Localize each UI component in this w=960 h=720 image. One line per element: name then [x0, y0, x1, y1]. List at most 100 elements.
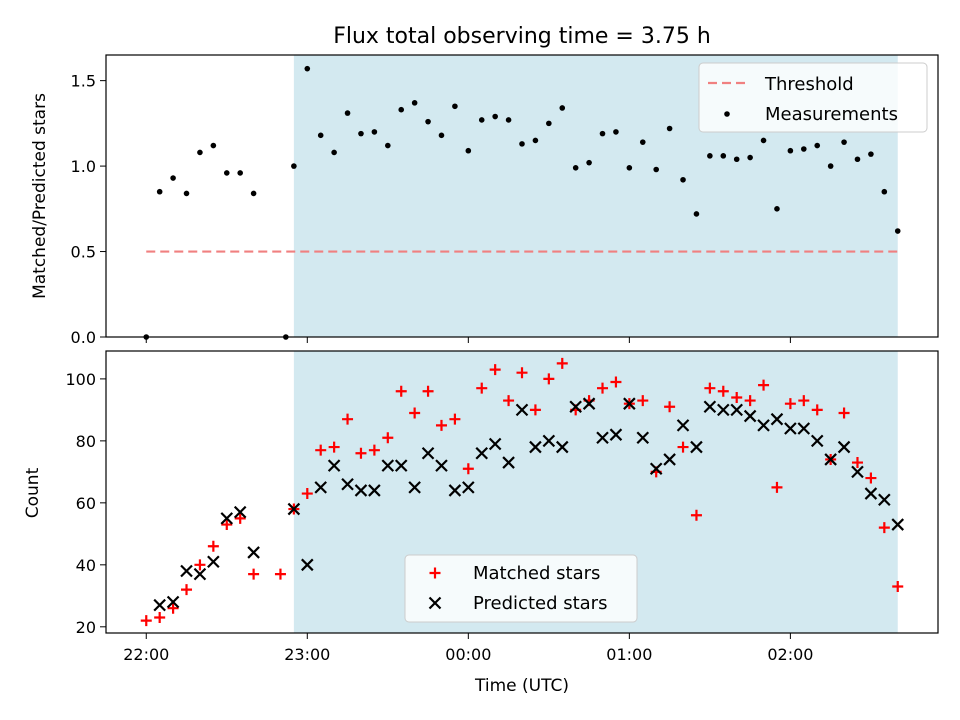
- predicted-point: [649, 462, 663, 476]
- measurement-point: [827, 163, 834, 169]
- measurement-point: [452, 103, 458, 110]
- bottom-legend: Matched stars Predicted stars: [404, 554, 638, 623]
- measurement-point: [868, 151, 874, 157]
- matched-point: [610, 376, 622, 388]
- matched-point: [784, 398, 796, 410]
- predicted-point: [502, 456, 515, 469]
- top-panel-ticks: 0.0 0.5 1.0 1.5: [71, 72, 791, 347]
- matched-point: [838, 407, 850, 419]
- predicted-point: [757, 419, 770, 432]
- predicted-point: [743, 409, 757, 423]
- top-legend: Threshold Measurements: [698, 62, 928, 133]
- top-y-axis-label: Matched/Predicted stars: [30, 93, 50, 299]
- predicted-point: [153, 598, 166, 612]
- matched-point: [637, 395, 649, 407]
- predicted-point: [368, 484, 381, 497]
- matched-point: [597, 382, 609, 394]
- predicted-point: [327, 459, 341, 472]
- predicted-point: [542, 434, 556, 448]
- matched-point: [731, 391, 743, 403]
- measurement-point: [894, 228, 901, 234]
- measurement-point: [854, 156, 861, 163]
- matched-point: [422, 385, 434, 397]
- measurement-point: [814, 142, 821, 149]
- measurement-point: [344, 110, 351, 116]
- matched-point: [449, 413, 461, 425]
- predicted-point: [233, 505, 247, 519]
- x-tick-label: 22:00: [123, 645, 169, 664]
- bottom-panel-points: [140, 357, 905, 627]
- matched-point: [664, 401, 676, 413]
- matched-point: [342, 413, 354, 425]
- measurement-point: [787, 147, 794, 154]
- x-tick-label: 01:00: [606, 645, 652, 664]
- matched-point: [543, 373, 555, 385]
- measurement-point: [680, 176, 686, 183]
- measurement-point: [465, 147, 472, 154]
- measurement-point: [546, 120, 552, 127]
- measurement-point: [197, 149, 203, 156]
- measurement-point: [210, 142, 217, 149]
- measurement-point: [774, 206, 780, 212]
- x-tick-label: 23:00: [284, 645, 330, 664]
- matched-point: [409, 407, 421, 419]
- matched-point: [798, 395, 810, 407]
- predicted-point: [247, 546, 260, 559]
- predicted-point: [851, 465, 864, 479]
- measurement-point: [760, 137, 767, 144]
- measurement-point: [478, 117, 485, 123]
- measurement-point: [666, 125, 673, 132]
- matched-point: [516, 367, 528, 379]
- matched-point: [315, 444, 327, 456]
- matched-legend-label: Matched stars: [473, 563, 600, 584]
- measurement-point: [411, 100, 418, 106]
- matched-point: [207, 540, 219, 552]
- predicted-point: [475, 446, 489, 460]
- threshold-legend-label: Threshold: [764, 74, 854, 95]
- measurement-point: [693, 211, 700, 217]
- measurement-point: [371, 129, 378, 135]
- predicted-point: [408, 481, 421, 494]
- predicted-point: [784, 422, 797, 435]
- matched-point: [878, 522, 890, 534]
- measurement-point: [532, 137, 539, 144]
- bottom-legend-box: [404, 554, 638, 623]
- predicted-point: [810, 434, 824, 448]
- measurement-point: [156, 188, 163, 195]
- predicted-point: [529, 440, 542, 454]
- measurement-point: [183, 190, 190, 197]
- predicted-point: [354, 484, 368, 497]
- predicted-point: [555, 440, 569, 454]
- matched-point: [704, 382, 716, 394]
- measurement-point: [801, 146, 807, 152]
- predicted-point: [287, 502, 301, 516]
- predicted-point: [193, 567, 207, 581]
- measurement-point: [653, 166, 659, 173]
- matched-point: [851, 457, 863, 469]
- predicted-point: [582, 397, 596, 410]
- measurement-point: [639, 139, 646, 145]
- measurement-point: [237, 170, 243, 176]
- predicted-point: [435, 459, 448, 472]
- predicted-legend-label: Predicted stars: [473, 593, 607, 614]
- predicted-point: [569, 400, 582, 414]
- measurement-point: [223, 170, 230, 176]
- y-tick-label: 80: [76, 432, 96, 451]
- chart-title: Flux total observing time = 3.75 h: [333, 24, 711, 49]
- predicted-point: [166, 595, 180, 609]
- top-legend-box: [698, 62, 928, 133]
- matched-point: [811, 404, 823, 416]
- matched-point: [181, 584, 193, 596]
- matched-point: [462, 463, 474, 475]
- measurement-point: [586, 159, 592, 166]
- bottom-panel-ticks: 20 40 60 80 100 22:00 23:00 00:00 01:00 02:00: [65, 370, 813, 664]
- measurement-point: [747, 154, 753, 161]
- top-panel: 0.0 0.5 1.0 1.5 Matched/Predicted stars Thr…: [30, 54, 939, 347]
- matched-point: [503, 395, 515, 407]
- predicted-point: [636, 431, 650, 445]
- measurement-point: [626, 165, 633, 171]
- matched-legend-swatch: [429, 567, 441, 579]
- y-tick-label: 1.0: [71, 157, 96, 176]
- predicted-point: [824, 453, 837, 466]
- predicted-point: [462, 481, 475, 494]
